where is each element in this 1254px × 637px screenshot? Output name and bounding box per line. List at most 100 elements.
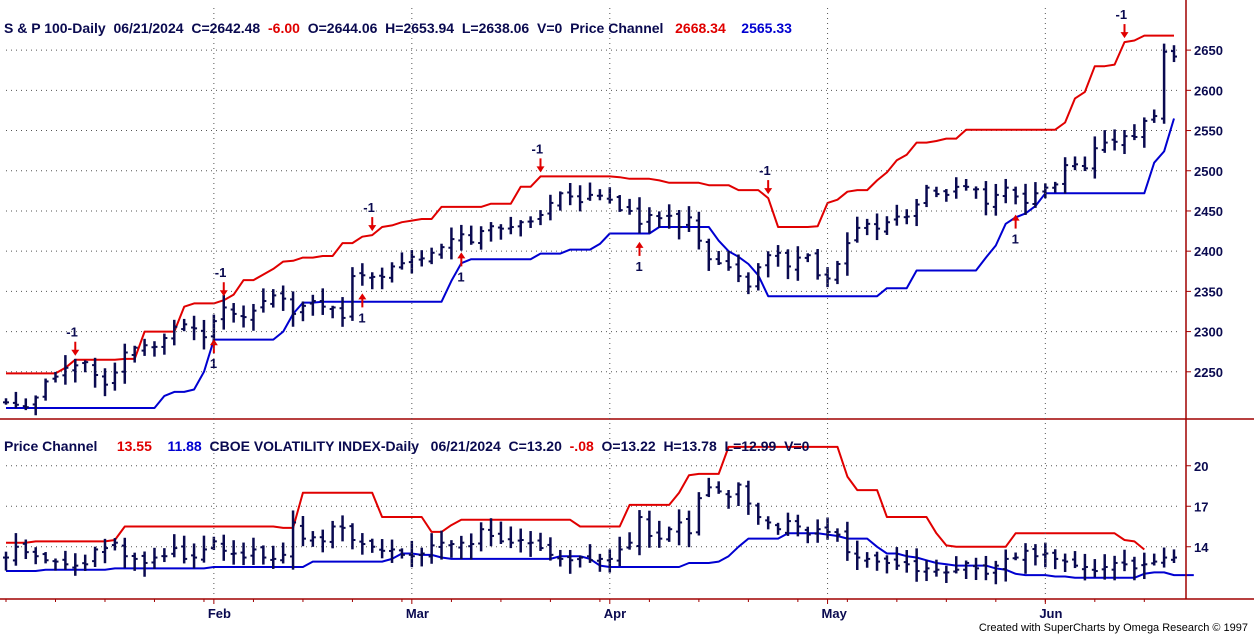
sp100-bar <box>676 210 683 240</box>
sp100-bar <box>1101 130 1108 153</box>
month-label: Apr <box>604 606 626 621</box>
vix-y-tick-label: 20 <box>1194 459 1208 474</box>
top-open: O=2644.06 <box>307 20 378 36</box>
sp100-bar <box>181 318 188 332</box>
sp100-bar <box>507 216 514 235</box>
signal-sell: -1 <box>66 325 80 356</box>
sp100-bar <box>715 251 722 265</box>
vix-bar <box>755 502 762 525</box>
sp100-bar <box>260 288 267 313</box>
sp100-bar <box>606 187 613 204</box>
vix-bar <box>200 535 207 563</box>
sp100-bar <box>656 211 663 228</box>
sell-signal-label: -1 <box>759 163 771 178</box>
vix-bar <box>250 537 257 565</box>
signal-buy: 1 <box>209 339 218 371</box>
sp100-bar <box>824 267 831 288</box>
vix-bar <box>389 539 396 563</box>
vix-bar <box>121 537 128 569</box>
axes: Feb Mar Apr May Jun 2250 2300 2350 2400 2450 2500 2… <box>5 8 1223 621</box>
month-label: Feb <box>208 606 231 621</box>
sp100-bar <box>319 288 326 315</box>
vix-bar <box>151 547 158 569</box>
vix-bar <box>1091 559 1098 578</box>
vix-bar <box>537 532 544 551</box>
vix-bar <box>349 523 356 550</box>
sp100-bar <box>111 362 118 391</box>
top-close: C=2642.48 <box>191 20 261 36</box>
sp100-bar <box>448 227 455 260</box>
bottom-high: H=13.78 <box>663 438 717 454</box>
sell-signal-label: -1 <box>1116 7 1128 22</box>
signal-sell: -1 <box>363 200 377 232</box>
bottom-indicator-name: Price Channel <box>4 438 98 454</box>
sp100-bar <box>685 206 692 232</box>
sp100-price-panel: -1 1 -1 1 -1 1 -1 1 -1 1 -1 <box>3 7 1180 416</box>
sp100-bar <box>458 224 465 251</box>
sp100-bar <box>705 238 712 271</box>
bottom-close: C=13.20 <box>508 438 562 454</box>
vix-bar <box>636 510 643 556</box>
sp100-y-tick-label: 2400 <box>1194 244 1223 259</box>
sp100-bar <box>121 343 128 384</box>
sell-arrow-head <box>368 225 377 232</box>
top-low: L=2638.06 <box>461 20 530 36</box>
top-date: 06/21/2024 <box>113 20 184 36</box>
sp100-bar <box>92 357 99 388</box>
bottom-low: L=12.99 <box>724 438 777 454</box>
sp100-bar <box>963 178 970 191</box>
sp100-bar <box>369 272 376 290</box>
bottom-open: O=13.22 <box>601 438 656 454</box>
vix-bar <box>567 549 574 574</box>
vix-bar <box>864 552 871 568</box>
sp100-bar <box>488 222 495 242</box>
sp100-bar <box>52 371 59 383</box>
vix-bar <box>1121 549 1128 572</box>
sp100-upper-channel-line <box>6 34 1174 375</box>
vix-bar <box>478 522 485 552</box>
vix-bar <box>656 520 663 548</box>
buy-arrow-head <box>1011 214 1020 221</box>
bottom-upper-channel-value: 13.55 <box>116 438 152 454</box>
vix-bar <box>676 509 683 546</box>
sp100-bar <box>339 297 346 327</box>
sp100-bar <box>527 216 534 228</box>
sp100-bar <box>1091 136 1098 179</box>
vix-bar <box>685 510 692 548</box>
sp100-bar <box>735 254 742 283</box>
vix-bar <box>329 520 336 549</box>
sp100-bar <box>349 267 356 321</box>
bottom-change: -.08 <box>569 438 594 454</box>
top-symbol: S & P 100-Daily <box>4 20 106 36</box>
vix-bar <box>1022 543 1029 574</box>
bottom-symbol: CBOE VOLATILITY INDEX-Daily <box>209 438 419 454</box>
sp100-bar <box>418 250 425 267</box>
vix-bar <box>596 553 603 572</box>
sp100-bar <box>1012 186 1019 205</box>
vix-bar <box>547 537 554 561</box>
sp100-bar <box>893 204 900 226</box>
top-volume: V=0 <box>536 20 563 36</box>
sp100-bar <box>280 285 287 311</box>
buy-signal-label: 1 <box>635 259 642 274</box>
vix-price-panel <box>3 445 1194 585</box>
signal-buy: 1 <box>1011 214 1020 247</box>
vix-bar <box>903 550 910 573</box>
sp100-bar <box>290 291 297 327</box>
sell-signal-label: -1 <box>215 265 227 280</box>
sp100-bar <box>577 185 584 212</box>
buy-signal-label: 1 <box>457 269 464 284</box>
sp100-bar <box>804 253 811 263</box>
vix-bar <box>468 533 475 560</box>
sp100-bar <box>695 211 702 250</box>
vix-bar <box>408 540 415 568</box>
vix-bar <box>1032 544 1039 566</box>
sp100-bar <box>389 262 396 283</box>
buy-arrow-head <box>635 241 644 248</box>
bottom-lower-channel-value: 11.88 <box>167 438 202 454</box>
month-label: Jun <box>1039 606 1062 621</box>
vix-upper-channel-line <box>6 445 1145 551</box>
top-chart-header: S & P 100-Daily 06/21/2024 C=2642.48 -6.… <box>4 4 792 36</box>
vix-bar <box>428 533 435 564</box>
sp100-bar <box>1032 182 1039 208</box>
